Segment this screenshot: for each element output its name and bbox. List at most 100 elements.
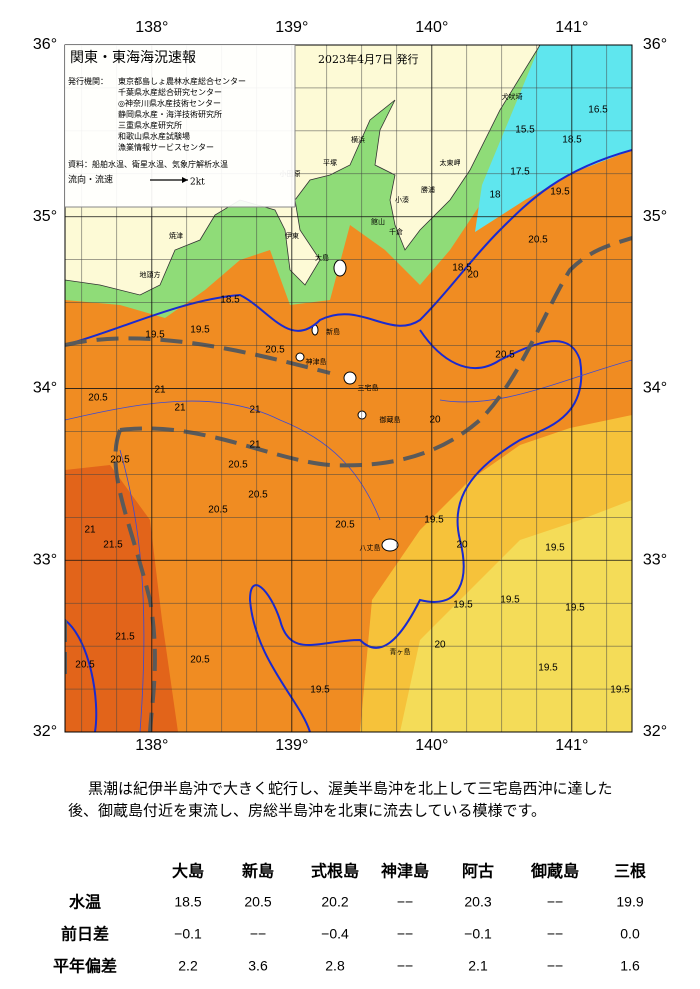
contour-label: 18.5	[220, 295, 240, 306]
contour-label: 17.5	[510, 167, 530, 178]
isotherm	[65, 619, 98, 732]
table-header: 大島	[172, 862, 204, 881]
table-header: 阿古	[462, 862, 494, 881]
contour-label: 16.5	[588, 105, 608, 116]
issuer: 漁業情報サービスセンター	[118, 142, 214, 152]
table-cell: 2.8	[325, 958, 345, 974]
place-name: 八丈島	[360, 543, 381, 552]
islands	[295, 259, 399, 552]
warm-area	[65, 465, 178, 732]
table-header: 御蔵島	[530, 862, 579, 881]
contour-label: 19.5	[610, 685, 630, 696]
contour-label: 20.5	[495, 350, 515, 361]
contour-label: 20.5	[110, 455, 130, 466]
issuer: ◎神奈川県水産技術センター	[118, 98, 221, 108]
table-cell: −−	[547, 958, 563, 974]
lat-tick-label: 32°	[33, 723, 57, 740]
contour-label: 19.5	[190, 325, 210, 336]
contour-label: 20.5	[75, 660, 95, 671]
contour-label: 20.5	[88, 393, 108, 404]
data-source: 資料：船舶水温、衛星水温、気象庁解析水温	[68, 159, 228, 169]
contour-label: 20.5	[265, 345, 285, 356]
place-name: 神津島	[306, 357, 327, 366]
lon-tick-label: 141°	[555, 737, 588, 754]
lon-tick-label: 141°	[555, 19, 588, 36]
contour-label: 21	[249, 440, 261, 451]
contour-label: 21	[249, 405, 261, 416]
table-cell: 2.2	[178, 958, 198, 974]
contour-label: 19.5	[538, 663, 558, 674]
place-name: 三宅島	[358, 383, 379, 392]
lat-tick-label: 34°	[33, 380, 57, 397]
contour-label: 18.5	[562, 135, 582, 146]
table-cell: −−	[397, 926, 413, 942]
lon-tick-label: 139°	[275, 737, 308, 754]
table-header: 式根島	[311, 862, 359, 881]
contour-label: 19.5	[424, 515, 444, 526]
lat-tick-label: 33°	[643, 551, 667, 568]
lat-tick-label: 34°	[643, 380, 667, 397]
contour-label: 20	[434, 640, 446, 651]
contour-label: 20.5	[228, 460, 248, 471]
map-labels: 犬吠埼太東岬勝浦小湊千倉館山横浜平塚小田原伊東焼津地頭方大島新島神津島三宅島御蔵…	[75, 92, 630, 696]
contour-label: 21	[174, 403, 186, 414]
cold-water	[475, 45, 632, 232]
place-name: 伊東	[285, 231, 299, 240]
contour-label: 15.5	[515, 125, 535, 136]
place-name: 千倉	[389, 227, 403, 236]
map-title: 関東・東海海況速報	[70, 50, 196, 66]
lon-tick-label: 140°	[415, 19, 448, 36]
place-name: 勝浦	[421, 185, 435, 194]
description-line: 後、御蔵島付近を東流し、房総半島沖を北東に流去している模様です。	[68, 802, 546, 820]
contour-label: 20	[429, 415, 441, 426]
issuer: 千葉県水産総合研究センター	[118, 87, 222, 97]
contour-label: 21	[84, 525, 96, 536]
row-label: 水温	[69, 893, 101, 912]
table-cell: −−	[547, 926, 563, 942]
contour-label: 21	[154, 385, 166, 396]
contour-label: 19.5	[145, 330, 165, 341]
flow-scale-arrowhead	[182, 177, 188, 183]
table-cell: −0.1	[174, 926, 202, 942]
table-cell: −0.4	[321, 926, 349, 942]
place-name: 館山	[371, 217, 385, 226]
table-cell: 20.2	[321, 894, 348, 910]
lat-tick-label: 33°	[33, 551, 57, 568]
contour-label: 21.5	[103, 540, 123, 551]
contour-label: 19.5	[453, 600, 473, 611]
table-cell: 19.9	[616, 894, 643, 910]
kuroshio-path	[65, 236, 632, 732]
lat-tick-label: 36°	[33, 36, 57, 53]
place-name: 小湊	[395, 195, 409, 204]
map-date: 2023年4月7日 発行	[318, 52, 419, 66]
contour-label: 20.5	[190, 655, 210, 666]
table-cell: −−	[397, 894, 413, 910]
lon-tick-label: 138°	[135, 19, 168, 36]
contour-label: 19.5	[550, 187, 570, 198]
lon-tick-label: 140°	[415, 737, 448, 754]
table-cell: 18.5	[174, 894, 201, 910]
row-label: 前日差	[61, 925, 109, 944]
contour-label: 18	[489, 190, 501, 201]
table-header: 神津島	[381, 862, 429, 881]
isotherm	[248, 329, 583, 732]
contour-label: 19.5	[500, 595, 520, 606]
contour-label: 20.5	[335, 520, 355, 531]
place-name: 焼津	[169, 231, 183, 240]
contour-label: 20	[467, 270, 479, 281]
table-cell: 20.3	[464, 894, 491, 910]
table-cell: 20.5	[244, 894, 271, 910]
contour-label: 20.5	[248, 490, 268, 501]
place-name: 犬吠埼	[502, 92, 523, 101]
contour-label: 20	[456, 540, 468, 551]
table-cell: −−	[547, 894, 563, 910]
island	[295, 352, 305, 362]
table-cell: −−	[397, 958, 413, 974]
contour-label: 19.5	[545, 543, 565, 554]
table-cell: −0.1	[464, 926, 492, 942]
issuer: 三重県水産研究所	[118, 120, 182, 130]
place-name: 横浜	[351, 135, 365, 144]
contour-label: 19.5	[310, 685, 330, 696]
row-label: 平年偏差	[53, 957, 117, 976]
